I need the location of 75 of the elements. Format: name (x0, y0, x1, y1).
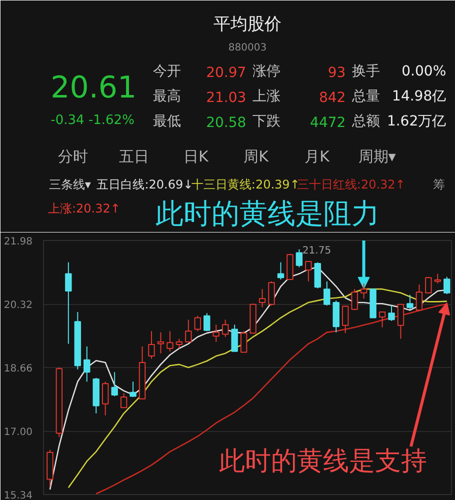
candlestick (148, 330, 155, 360)
candlestick (222, 319, 229, 338)
candlestick (444, 276, 450, 295)
candlestick (111, 372, 118, 397)
candlestick (212, 324, 220, 342)
candlestick (397, 304, 404, 340)
candlestick (277, 262, 284, 280)
text: 21.03 (206, 90, 246, 106)
text: 分时 (58, 148, 88, 166)
text: 4472 (310, 115, 346, 131)
annotation: 此时的黄线是支持 (218, 446, 427, 476)
candlestick (296, 248, 303, 268)
text: 21.75 (302, 245, 332, 256)
text: 周期▾ (358, 148, 396, 166)
candlestick (157, 332, 164, 354)
text: 换手 (352, 64, 380, 80)
candlestick (425, 276, 432, 294)
candlestick (120, 392, 128, 408)
candlestick (416, 284, 423, 312)
candlestick (204, 312, 210, 332)
candlestick (194, 315, 202, 332)
y-tick-label: 20.32 (4, 300, 33, 311)
y-tick-label: 17.00 (4, 427, 33, 438)
text: 93 (328, 65, 346, 81)
y-tick-label: 15.34 (4, 490, 33, 500)
text: 今开 (152, 64, 181, 80)
text: 最低 (152, 114, 181, 130)
text: 筹 (432, 178, 445, 192)
text: 下跌 (252, 114, 280, 130)
y-tick-label: 18.66 (4, 364, 33, 374)
text: 20.58 (206, 115, 246, 131)
text: 周K (244, 148, 270, 166)
candlestick (314, 262, 322, 289)
candlestick (231, 324, 238, 352)
annotation: 此时的黄线是阻力 (156, 197, 380, 230)
candlestick (324, 280, 330, 306)
text: 最高 (152, 88, 181, 104)
text: 三十日红线:20.32↑ (296, 178, 406, 192)
candlestick (166, 330, 174, 352)
text: 842 (318, 90, 346, 106)
chart-subtitle: 880003 (228, 42, 267, 54)
chart-title: 平均股价 (214, 14, 282, 34)
text: 20.61 (50, 70, 137, 106)
text: 总量 (350, 88, 380, 104)
text: 1.62万亿 (386, 114, 446, 130)
text: 总额 (350, 114, 380, 130)
candlestick (240, 330, 248, 353)
candlestick (406, 294, 414, 310)
candlestick (305, 261, 312, 282)
candlestick (102, 381, 109, 416)
text: 20.97 (206, 65, 246, 81)
candlestick (258, 288, 266, 308)
text: 上涨 (252, 88, 280, 104)
candlestick (185, 319, 192, 342)
text: 三条线▾ (48, 178, 91, 192)
candlestick (351, 288, 358, 311)
candlestick (65, 262, 72, 344)
candlestick (84, 346, 90, 382)
candlestick (342, 305, 349, 334)
text: 14.98亿 (392, 88, 446, 104)
candlestick (130, 381, 136, 398)
text: 上涨:20.32↑ (48, 202, 120, 216)
text: -0.34 -1.62% (50, 113, 134, 128)
text: 0.00% (402, 64, 446, 80)
candlestick (268, 280, 275, 306)
candlestick (388, 305, 395, 322)
candlestick (176, 338, 183, 349)
candlestick (378, 312, 386, 328)
candlestick (434, 273, 442, 284)
y-tick-label: 21.98 (4, 236, 33, 248)
text: 涨停 (252, 64, 280, 80)
text: 月K (304, 148, 331, 166)
text: 日K (184, 148, 210, 166)
text: 五日白线:20.69↓ (96, 178, 194, 192)
text: 五日 (119, 148, 150, 166)
